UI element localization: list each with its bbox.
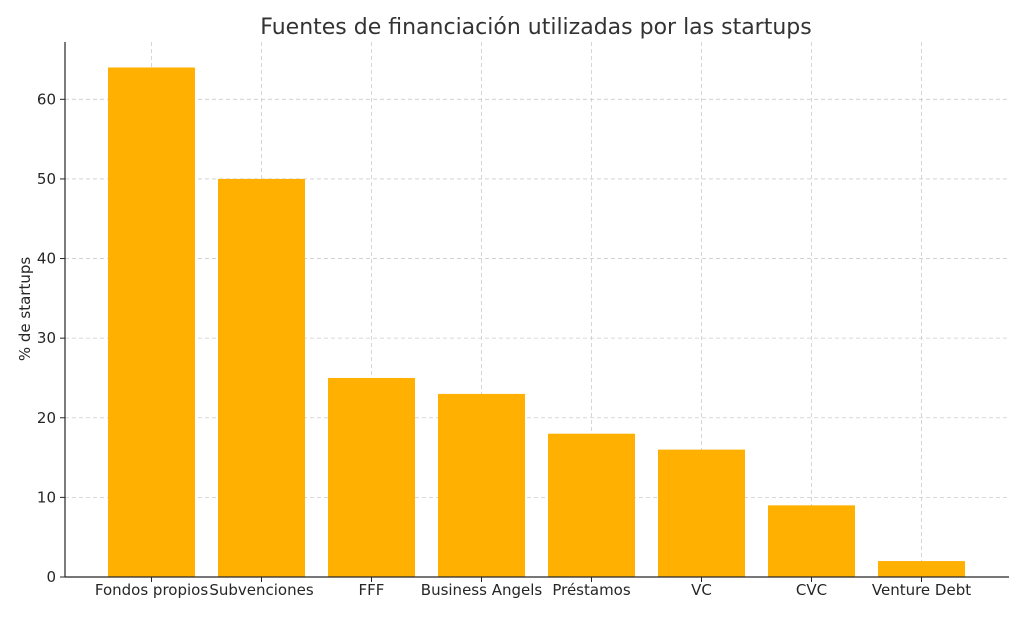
ticks-layer: 0 10 20 30 40 50 60 Fondos propios Subvenciones F… (37, 90, 971, 599)
x-tick-label: Subvenciones (209, 581, 313, 599)
x-tick-label: CVC (796, 581, 827, 599)
x-tick-label: VC (691, 581, 712, 599)
x-tick-label: Fondos propios (95, 581, 208, 599)
x-tick-label: Préstamos (552, 581, 631, 599)
x-tick-label: FFF (359, 581, 385, 599)
bar (328, 377, 415, 577)
x-tick-label: Business Angels (421, 581, 543, 599)
y-tick-label: 20 (37, 409, 56, 427)
bars-layer (108, 67, 965, 578)
y-axis-label: % de startups (16, 257, 34, 362)
bar (548, 433, 635, 577)
x-tick-label: Venture Debt (872, 581, 971, 599)
bar (658, 449, 745, 577)
y-tick-label: 30 (37, 329, 56, 347)
bar (878, 561, 965, 577)
bar (108, 67, 195, 577)
y-tick-label: 50 (37, 170, 56, 188)
grid-layer (65, 42, 1009, 577)
axes-layer (64, 42, 1009, 578)
y-tick-label: 10 (37, 488, 56, 506)
y-tick-label: 0 (46, 568, 56, 586)
bar (218, 178, 305, 578)
chart-title: Fuentes de financiación utilizadas por l… (260, 15, 811, 40)
y-tick-label: 40 (37, 250, 56, 268)
bar (438, 393, 525, 577)
bar (768, 505, 855, 577)
y-tick-label: 60 (37, 90, 56, 108)
